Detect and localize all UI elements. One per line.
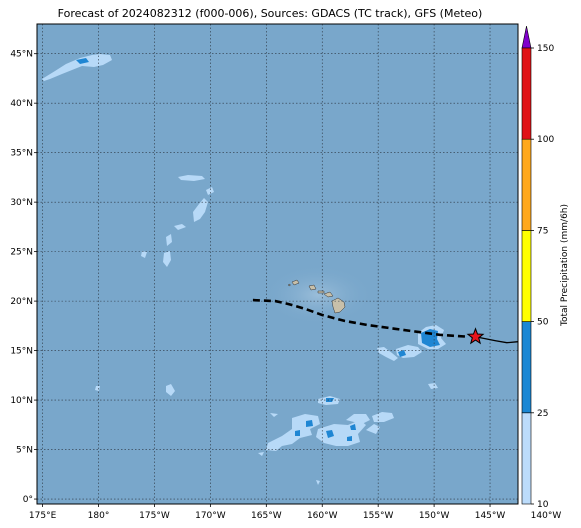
- island-hawaii: [331, 297, 346, 314]
- precip-core: [347, 436, 352, 441]
- colorbar-tick-label: 100: [537, 135, 554, 145]
- precip-area: [42, 54, 112, 81]
- precip-core: [76, 58, 89, 64]
- island-kauai: [291, 279, 300, 286]
- lon-tick-label: 150°W: [419, 511, 450, 521]
- precipitation-colorbar: 10 25 50 75 100 150: [521, 25, 554, 510]
- past-track-line: [475, 336, 518, 344]
- lat-tick-label: 0°: [23, 495, 33, 505]
- colorbar-tick-label: 10: [537, 500, 549, 510]
- precip-area: [206, 187, 214, 195]
- precip-area: [174, 224, 186, 230]
- precip-area: [166, 384, 175, 396]
- forecast-track-line: [252, 298, 468, 338]
- lon-tick-label: 180°: [88, 511, 110, 521]
- lat-tick-label: 15°N: [10, 347, 33, 357]
- colorbar-tick-label: 150: [537, 44, 554, 54]
- colorbar-segment: [521, 47, 532, 140]
- lat-tick-label: 45°N: [10, 50, 33, 60]
- precip-core: [295, 430, 300, 436]
- precip-core: [398, 350, 406, 357]
- precip-core: [326, 398, 334, 402]
- precip-area: [193, 198, 208, 222]
- precip-area: [372, 412, 394, 422]
- colorbar-segment: [521, 321, 532, 414]
- precip-core: [306, 420, 313, 427]
- map-frame: [36, 23, 519, 505]
- latitude-axis: 0° 5°N 10°N 15°N 20°N 25°N 30°N 35°N 40°N 45°N: [10, 50, 37, 505]
- precip-area: [270, 413, 278, 417]
- precip-area: [366, 424, 380, 434]
- lon-tick-label: 140°W: [531, 511, 562, 521]
- lat-tick-label: 35°N: [10, 149, 33, 159]
- gridlines: [37, 24, 518, 504]
- precip-area: [428, 383, 438, 389]
- colorbar-tick-label: 25: [537, 409, 548, 419]
- precip-area: [258, 452, 264, 456]
- hawaiian-islands: [291, 279, 346, 314]
- map-title: Forecast of 2024082312 (f000-006), Sourc…: [57, 7, 483, 20]
- colorbar-tick-label: 75: [537, 226, 548, 236]
- colorbar-segment: [521, 138, 532, 231]
- island-niihau: [287, 283, 291, 287]
- precip-core: [350, 424, 356, 430]
- island-oahu: [308, 284, 317, 291]
- colorbar-extend-arrow: [521, 25, 532, 49]
- storm-center-star-marker: [466, 327, 485, 345]
- precip-area: [95, 386, 100, 391]
- precip-area: [166, 234, 172, 246]
- lon-tick-label: 170°W: [195, 511, 226, 521]
- precip-area: [141, 251, 147, 258]
- island-molokai: [317, 290, 325, 294]
- precip-area: [316, 480, 320, 485]
- island-maui: [323, 291, 334, 298]
- lon-tick-label: 155°W: [363, 511, 394, 521]
- longitude-axis: 175°E 180° 175°W 170°W 165°W 160°W 155°W 150°W 1…: [29, 504, 561, 521]
- precip-area: [163, 251, 171, 267]
- colorbar-segment: [521, 230, 532, 322]
- lat-tick-label: 5°N: [16, 446, 33, 456]
- colorbar-segment: [521, 412, 532, 505]
- lat-tick-label: 25°N: [10, 248, 33, 258]
- lon-tick-label: 165°W: [251, 511, 282, 521]
- hawaii-glow: [263, 265, 373, 325]
- colorbar-label: Total Precipitation (mm/6h): [560, 203, 570, 327]
- lon-tick-label: 175°W: [139, 511, 170, 521]
- precip-area: [377, 347, 398, 361]
- precip-area: [346, 414, 370, 424]
- lat-tick-label: 10°N: [10, 396, 33, 406]
- lat-tick-label: 40°N: [10, 99, 33, 109]
- colorbar-tick-label: 50: [537, 318, 549, 328]
- lat-tick-label: 20°N: [10, 297, 33, 307]
- ocean-background: [37, 24, 518, 504]
- lat-tick-label: 30°N: [10, 198, 33, 208]
- lon-tick-label: 145°W: [475, 511, 506, 521]
- lon-tick-label: 160°W: [307, 511, 338, 521]
- precip-area: [178, 175, 205, 181]
- precip-core: [326, 430, 334, 438]
- lon-tick-label: 175°E: [29, 511, 57, 521]
